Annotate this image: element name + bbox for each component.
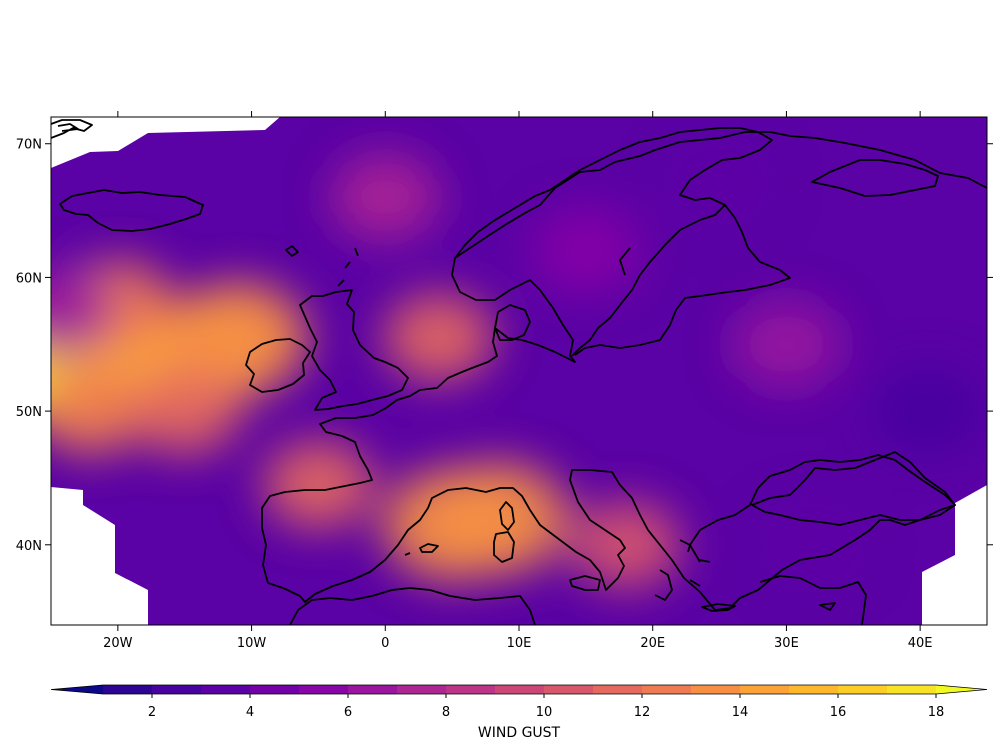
gust-hotspot xyxy=(168,281,309,394)
coast-western-europe xyxy=(261,131,987,611)
coast-north-africa xyxy=(289,587,536,625)
gust-hotspot xyxy=(383,293,494,382)
x-tick-label: 10E xyxy=(507,636,532,651)
colorbar-segment xyxy=(593,685,643,694)
colorbar-segment xyxy=(789,685,839,694)
colorbar-tick-label: 18 xyxy=(928,705,945,720)
gust-hotspot xyxy=(428,462,569,575)
y-tick-label: 50N xyxy=(16,405,42,420)
coast-kola xyxy=(811,159,939,197)
colorbar-segment xyxy=(495,685,545,694)
x-tick-label: 20E xyxy=(640,636,665,651)
gust-hotspot xyxy=(570,500,681,589)
y-tick-label: 60N xyxy=(16,271,42,286)
coast-scandinavia xyxy=(454,127,773,357)
coast-turkey-south xyxy=(759,575,867,625)
coastlines xyxy=(51,119,987,625)
coast-great-britain xyxy=(299,289,409,411)
colorbar-tick-label: 10 xyxy=(536,705,553,720)
gust-hotspot xyxy=(731,300,842,389)
coast-sardinia xyxy=(493,531,515,563)
colorbar-segment xyxy=(544,685,594,694)
coast-islands-north xyxy=(337,247,359,287)
gust-hotspot xyxy=(664,139,775,228)
colorbar-tick-label: 14 xyxy=(732,705,749,720)
colorbar-outline xyxy=(50,684,988,695)
colorbar-segment xyxy=(201,685,251,694)
coast-ireland xyxy=(245,338,311,393)
colorbar-segment xyxy=(299,685,349,694)
y-tick-label: 70N xyxy=(16,138,42,153)
colorbar-segment xyxy=(740,685,790,694)
coast-iceland xyxy=(59,189,204,232)
colorbar-segment xyxy=(642,685,692,694)
colorbar-segment xyxy=(152,685,202,694)
gust-hotspot xyxy=(263,440,374,529)
x-tick-label: 40E xyxy=(908,636,933,651)
coast-crete xyxy=(701,603,736,612)
gust-hotspot xyxy=(758,500,869,589)
coast-corsica xyxy=(499,501,515,531)
map-area xyxy=(51,117,987,625)
colorbar-tick-label: 6 xyxy=(344,705,352,720)
coast-baltic-east xyxy=(574,204,791,356)
gust-hotspot xyxy=(51,367,147,456)
colorbar-segment xyxy=(397,685,447,694)
coast-black-sea xyxy=(751,451,956,526)
x-tick-label: 20W xyxy=(103,636,133,651)
coast-balearic xyxy=(404,543,439,556)
axis-ticks: 20W 10W 0 10E 20E 30E 40E 40N 50N 60N 70N xyxy=(16,111,993,651)
gust-hotspot xyxy=(330,153,441,242)
colorbar-segment xyxy=(103,685,153,694)
colorbar-tick-label: 2 xyxy=(148,705,156,720)
colorbar-segment xyxy=(691,685,741,694)
colorbar-tick-label: 16 xyxy=(830,705,847,720)
colorbar-segment xyxy=(446,685,496,694)
colorbar-segment xyxy=(838,685,888,694)
gust-hotspot xyxy=(129,367,240,456)
colorbar-segment xyxy=(250,685,300,694)
colorbar-tick-label: 4 xyxy=(246,705,254,720)
coast-aegean xyxy=(654,539,711,601)
coast-sicily xyxy=(569,575,601,591)
colorbar-tick-label: 12 xyxy=(634,705,651,720)
x-tick-label: 0 xyxy=(381,636,389,651)
colorbar-tick-label: 8 xyxy=(442,705,450,720)
colorbar-segment xyxy=(887,685,937,694)
coast-faroe xyxy=(285,245,299,257)
coast-denmark xyxy=(494,304,531,341)
gust-hotspot xyxy=(871,367,982,456)
colorbar-label: WIND GUST xyxy=(478,725,561,741)
colorbar-extend-high xyxy=(936,685,987,694)
gust-hotspot xyxy=(530,206,641,295)
y-tick-label: 40N xyxy=(16,539,42,554)
colorbar: 2 4 6 8 10 12 14 16 18 xyxy=(50,684,988,720)
x-tick-label: 30E xyxy=(774,636,799,651)
colorbar-segment xyxy=(348,685,398,694)
coast-greenland xyxy=(51,119,93,139)
x-tick-label: 10W xyxy=(237,636,267,651)
gust-hotspot xyxy=(51,266,113,355)
wind-gust-field xyxy=(51,117,987,625)
colorbar-extend-low xyxy=(51,685,103,694)
